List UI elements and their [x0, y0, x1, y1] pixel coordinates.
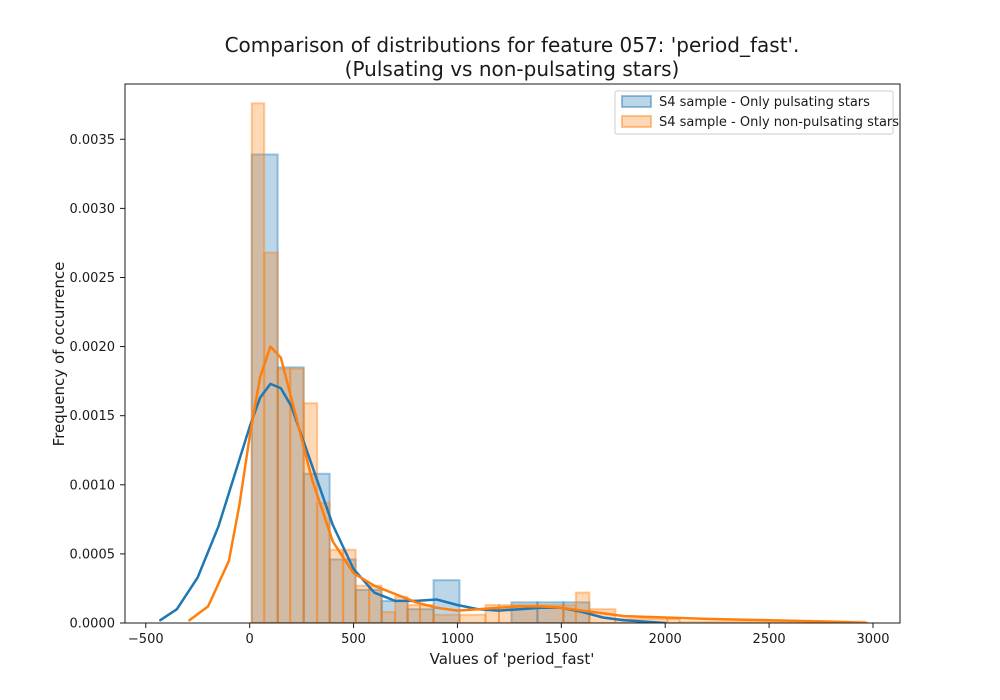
hist-bar-s1-9: [368, 584, 383, 623]
x-tick-label: 1000: [441, 632, 474, 647]
legend-frame: [614, 90, 894, 135]
y-tick-label: 0.0035: [70, 133, 116, 148]
hist-bar-s1-15: [458, 613, 487, 623]
y-tick-label: 0.0000: [70, 617, 116, 632]
hist-bar-s0-2: [302, 472, 331, 623]
y-tick-label: 0.0015: [70, 409, 116, 424]
hist-bar-s1-0: [250, 102, 266, 623]
x-axis: −500 0 500 1000 1500 2000 2500 3000: [128, 623, 890, 647]
hist-bar-s1-5: [316, 501, 331, 623]
x-tick-label: 0: [246, 632, 254, 647]
x-axis-label: Values of 'period_fast': [430, 650, 595, 669]
x-tick-label: 2000: [649, 632, 682, 647]
hist-bar-s1-13: [419, 604, 435, 623]
hist-bar-s1-2: [276, 367, 292, 623]
legend-label-pulsating: S4 sample - Only pulsating stars: [659, 95, 870, 110]
hist-bar-s1-19: [574, 591, 591, 623]
hist-bar-s1-8: [354, 584, 371, 623]
x-tick-label: −500: [128, 632, 164, 647]
hist-bar-s0-1: [276, 366, 305, 623]
x-tick-label: 2500: [753, 632, 786, 647]
y-tick-label: 0.0030: [70, 202, 116, 217]
hist-bar-s1-22: [666, 617, 681, 623]
plot-frame: [124, 83, 901, 624]
y-tick-label: 0.0005: [70, 547, 116, 562]
legend-swatch-non-pulsating: [621, 115, 652, 128]
hist-bar-s1-6: [328, 548, 345, 623]
hist-bar-s0-0: [250, 153, 279, 623]
legend-label-non-pulsating: S4 sample - Only non-pulsating stars: [659, 115, 899, 130]
hist-bar-s1-14: [432, 613, 461, 623]
y-axis-label: Frequency of occurrence: [50, 262, 68, 447]
kde-line-s1: [188, 345, 869, 623]
hist-bar-s0-3: [328, 558, 357, 623]
legend: S4 sample - Only pulsating stars S4 samp…: [614, 90, 899, 135]
hist-bar-s1-10: [380, 610, 397, 623]
hist-bar-s1-12: [406, 604, 422, 623]
hist-bar-s1-1: [263, 251, 279, 623]
hist-bar-s0-6: [406, 608, 435, 623]
chart-title-line1: Comparison of distributions for feature …: [225, 33, 800, 57]
y-tick-label: 0.0025: [70, 271, 116, 286]
x-tick-label: 1500: [545, 632, 578, 647]
legend-swatch-pulsating: [621, 95, 652, 108]
hist-bar-s1-4: [302, 402, 319, 623]
y-axis: 0.0000 0.0005 0.0010 0.0015 0.0020 0.0025 0.00…: [70, 133, 125, 632]
y-tick-label: 0.0020: [70, 340, 116, 355]
x-tick-label: 3000: [856, 632, 889, 647]
chart-title-line2: (Pulsating vs non-pulsating stars): [345, 57, 680, 81]
y-tick-label: 0.0010: [70, 478, 116, 493]
x-tick-label: 500: [341, 632, 366, 647]
